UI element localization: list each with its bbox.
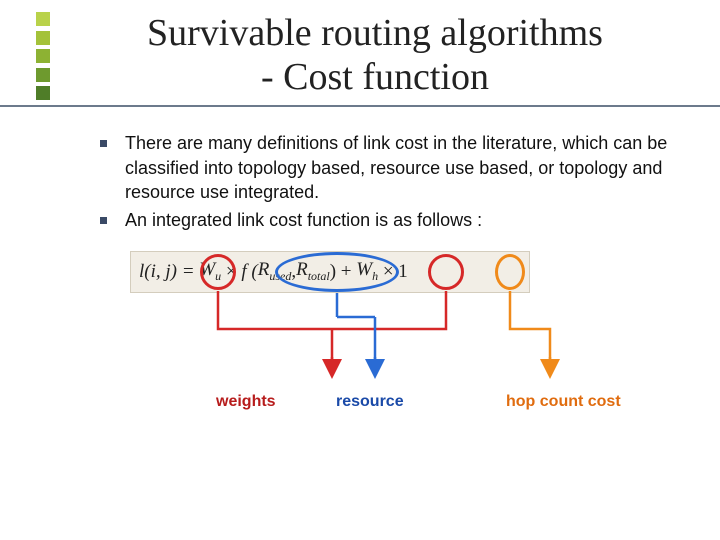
accent-box xyxy=(36,86,50,100)
label-resource: resource xyxy=(336,393,404,411)
title-accent-stack xyxy=(36,12,50,100)
bullet-marker xyxy=(100,217,107,224)
connector-resource xyxy=(337,293,375,369)
label-weights: weights xyxy=(216,393,276,411)
content-area: There are many definitions of link cost … xyxy=(0,107,720,430)
accent-box xyxy=(36,12,50,26)
formula-diagram: l(i, j) = Wu × f ( Rused , Rtotal ) + Wh… xyxy=(120,251,680,431)
accent-box xyxy=(36,31,50,45)
connector-svg xyxy=(120,251,720,431)
label-hop: hop count cost xyxy=(506,393,621,411)
accent-box xyxy=(36,49,50,63)
title-block: Survivable routing algorithms - Cost fun… xyxy=(0,0,720,107)
title-line-1: Survivable routing algorithms xyxy=(147,12,603,54)
bullet-text: An integrated link cost function is as f… xyxy=(125,208,482,232)
page-title: Survivable routing algorithms - Cost fun… xyxy=(90,12,660,99)
bullet-item: There are many definitions of link cost … xyxy=(100,131,680,204)
bullet-marker xyxy=(100,140,107,147)
accent-box xyxy=(36,68,50,82)
connector-hop xyxy=(510,291,550,369)
title-line-2: - Cost function xyxy=(261,56,489,98)
bullet-text: There are many definitions of link cost … xyxy=(125,131,680,204)
bullet-item: An integrated link cost function is as f… xyxy=(100,208,680,232)
